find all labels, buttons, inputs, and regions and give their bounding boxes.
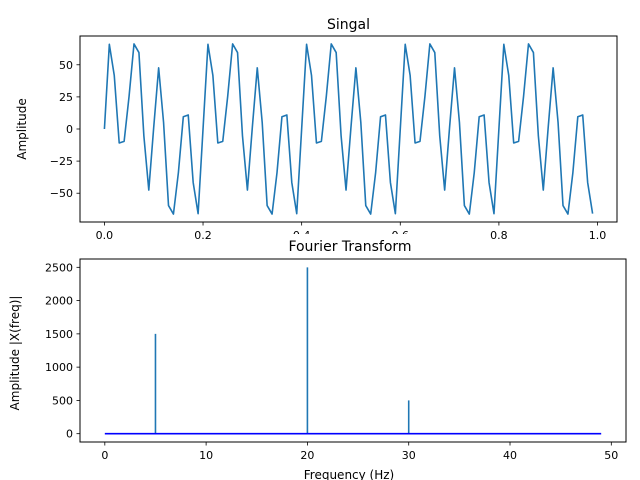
signal-ytick-label: 50 xyxy=(59,59,73,72)
signal-xtick-label: 1.0 xyxy=(589,229,607,242)
signal-xtick-label: 0.8 xyxy=(490,229,508,242)
fourier-ytick-label: 2500 xyxy=(45,261,73,274)
signal-plot-area xyxy=(103,43,594,215)
fourier-subplot: Amplitude |X(freq)| 05001000150020002500… xyxy=(8,234,627,480)
fourier-xlabel: Frequency (Hz) xyxy=(304,468,395,480)
signal-series-line xyxy=(103,43,594,215)
fourier-xtick-label: 0 xyxy=(101,449,108,462)
signal-ytick-label: −50 xyxy=(50,187,73,200)
fourier-axes-frame xyxy=(79,258,627,443)
signal-ytick-label: −25 xyxy=(50,155,73,168)
fourier-title-backdrop xyxy=(274,234,426,258)
fourier-xtick-label: 40 xyxy=(503,449,517,462)
signal-ytick-label: 25 xyxy=(59,91,73,104)
fourier-ytick-label: 2000 xyxy=(45,295,73,308)
fourier-ytick-label: 0 xyxy=(66,428,73,441)
fourier-x-ticks: 0 10 20 30 40 50 xyxy=(101,442,618,462)
fourier-y-ticks: 0 500 1000 1500 2000 2500 xyxy=(45,261,80,441)
fourier-plot-area xyxy=(104,267,602,435)
signal-title: Singal xyxy=(327,17,370,33)
fourier-xtick-label: 50 xyxy=(604,449,618,462)
signal-axes-frame xyxy=(79,35,618,223)
fourier-title: Fourier Transform xyxy=(288,239,411,255)
fourier-xtick-label: 10 xyxy=(199,449,213,462)
signal-xtick-label: 0.2 xyxy=(194,229,212,242)
signal-ylabel: Amplitude xyxy=(15,98,29,160)
fourier-xtick-label: 30 xyxy=(402,449,416,462)
fourier-ytick-label: 1000 xyxy=(45,361,73,374)
signal-ytick-label: 0 xyxy=(66,123,73,136)
fourier-ytick-label: 500 xyxy=(52,394,73,407)
signal-xtick-label: 0.0 xyxy=(96,229,114,242)
fourier-ytick-label: 1500 xyxy=(45,328,73,341)
signal-y-ticks: −50 −25 0 25 50 xyxy=(50,59,80,200)
fourier-xtick-label: 20 xyxy=(300,449,314,462)
fourier-ylabel: Amplitude |X(freq)| xyxy=(8,296,22,411)
